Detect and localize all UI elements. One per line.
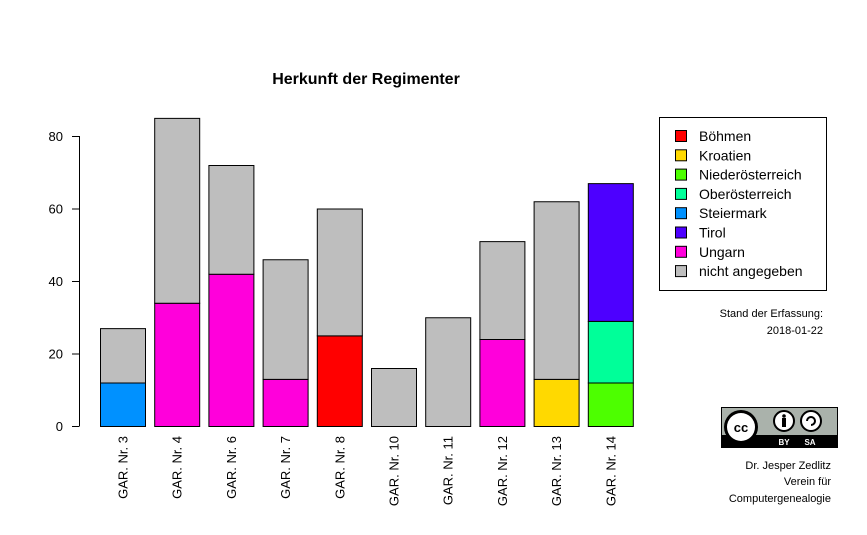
bar-segment-b-hmen — [316, 335, 363, 427]
legend-swatch — [675, 130, 687, 142]
legend: Böhmen Kroatien Niederösterreich Oberösterr… — [659, 117, 827, 291]
cc-text: cc — [734, 420, 748, 435]
sa-label: SA — [804, 438, 815, 447]
legend-swatch — [675, 265, 687, 278]
org-line2: Computergenealogie — [729, 493, 831, 505]
bars — [100, 117, 634, 427]
legend-label: Ungarn — [699, 244, 745, 260]
bar-segment-ungarn — [208, 273, 255, 427]
org-line1: Verein für — [784, 476, 831, 488]
legend-label: nicht angegeben — [699, 263, 803, 279]
bar-segment-nicht-angegeben — [371, 368, 417, 427]
bar-segment-nicht-angegeben — [425, 317, 472, 427]
x-axis-labels: GAR. Nr. 3 GAR. Nr. 4 GAR. Nr. 6 GAR. Nr. 7… — [116, 436, 619, 506]
author: Dr. Jesper Zedlitz — [745, 460, 831, 472]
stand-label: Stand der Erfassung: — [720, 308, 823, 320]
bar-segment-ungarn — [479, 339, 526, 427]
bar-segment-tirol — [587, 183, 634, 322]
legend-label: Steiermark — [699, 205, 768, 221]
x-tick-label: GAR. Nr. 14 — [603, 436, 618, 506]
cc-by-sa-logo: cc BY SA — [721, 407, 838, 448]
x-tick-label: GAR. Nr. 6 — [224, 436, 239, 499]
chart-title: Herkunft der Regimenter — [272, 71, 460, 88]
by-label: BY — [778, 438, 790, 447]
legend-swatch — [675, 207, 687, 220]
legend-label: Kroatien — [699, 147, 751, 163]
y-tick-label: 40 — [49, 274, 63, 289]
y-tick-label: 80 — [49, 129, 63, 144]
legend-swatch — [675, 168, 687, 181]
y-axis: 0 20 40 60 80 — [49, 129, 80, 434]
sa-icon — [800, 410, 822, 432]
legend-label: Tirol — [699, 225, 726, 241]
bar-segment-nicht-angegeben — [100, 328, 146, 384]
legend-swatch — [675, 149, 687, 162]
legend-swatch — [675, 245, 687, 258]
bar-segment-nicht-angegeben — [262, 259, 309, 380]
x-tick-label: GAR. Nr. 12 — [495, 436, 510, 506]
x-tick-label: GAR. Nr. 8 — [332, 436, 347, 499]
stand-date: 2018-01-22 — [767, 325, 823, 337]
bar-segment-steiermark — [100, 382, 146, 427]
x-tick-label: GAR. Nr. 3 — [116, 436, 131, 499]
bar-segment-ungarn — [262, 378, 309, 427]
y-tick-label: 0 — [56, 419, 63, 434]
legend-label: Niederösterreich — [699, 167, 802, 183]
x-tick-label: GAR. Nr. 7 — [278, 436, 293, 499]
bar-segment-nicht-angegeben — [208, 165, 255, 275]
legend-box — [659, 117, 827, 291]
legend-label: Oberösterreich — [699, 186, 792, 202]
legend-label: Böhmen — [699, 128, 751, 144]
bar-segment-ungarn — [154, 302, 201, 427]
x-tick-label: GAR. Nr. 13 — [549, 436, 564, 506]
bar-segment-nicht-angegeben — [479, 241, 526, 340]
bar-segment-nicht-angegeben — [533, 201, 580, 380]
bar-segment-kroatien — [533, 378, 580, 427]
y-tick-label: 60 — [49, 202, 63, 217]
x-tick-label: GAR. Nr. 4 — [170, 436, 185, 499]
x-tick-label: GAR. Nr. 11 — [441, 436, 456, 505]
bar-segment-nicht-angegeben — [154, 117, 201, 304]
bar-segment-ober-sterreich — [587, 320, 634, 384]
x-tick-label: GAR. Nr. 10 — [387, 436, 402, 506]
bar-segment-nicht-angegeben — [316, 208, 363, 337]
legend-swatch — [675, 226, 687, 239]
bar-segment-nieder-sterreich — [587, 382, 634, 427]
y-tick-label: 20 — [49, 347, 63, 362]
legend-swatch — [675, 187, 687, 200]
